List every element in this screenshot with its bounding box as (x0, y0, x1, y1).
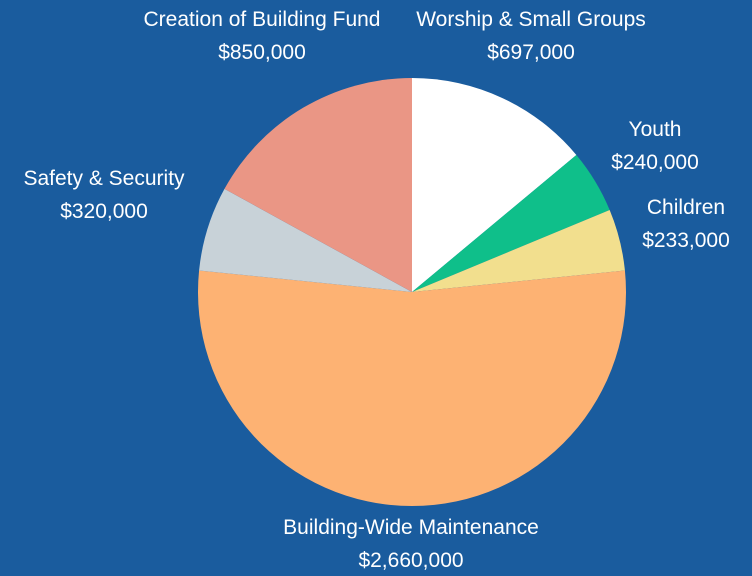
label-building-fund-value: $850,000 (218, 41, 306, 64)
label-youth-value: $240,000 (611, 151, 699, 174)
label-children-name: Children (646, 196, 726, 219)
label-building-fund-name: Creation of Building Fund (143, 8, 381, 31)
label-youth: Youth $240,000 (611, 113, 699, 179)
pie-slice-building-fund (224, 78, 412, 292)
pie-slice-youth (412, 154, 610, 292)
label-maintenance-value: $2,660,000 (358, 549, 464, 572)
pie-slice-worship (412, 78, 577, 292)
label-building-fund: Creation of Building Fund $850,000 (144, 3, 381, 69)
label-safety-name: Safety & Security (23, 167, 185, 190)
pie-slice-maintenance (198, 270, 627, 506)
label-worship-name: Worship & Small Groups (416, 8, 646, 31)
label-safety-value: $320,000 (60, 200, 148, 223)
label-youth-name: Youth (628, 118, 682, 141)
label-safety: Safety & Security $320,000 (23, 162, 184, 228)
label-children: Children $233,000 (642, 191, 730, 257)
label-maintenance-name: Building-Wide Maintenance (283, 516, 539, 539)
pie-slice-children (412, 209, 625, 292)
label-children-value: $233,000 (642, 229, 730, 252)
label-worship: Worship & Small Groups $697,000 (416, 3, 646, 69)
label-maintenance: Building-Wide Maintenance $2,660,000 (283, 511, 539, 576)
pie-slice-safety (199, 188, 412, 292)
label-worship-value: $697,000 (487, 41, 575, 64)
